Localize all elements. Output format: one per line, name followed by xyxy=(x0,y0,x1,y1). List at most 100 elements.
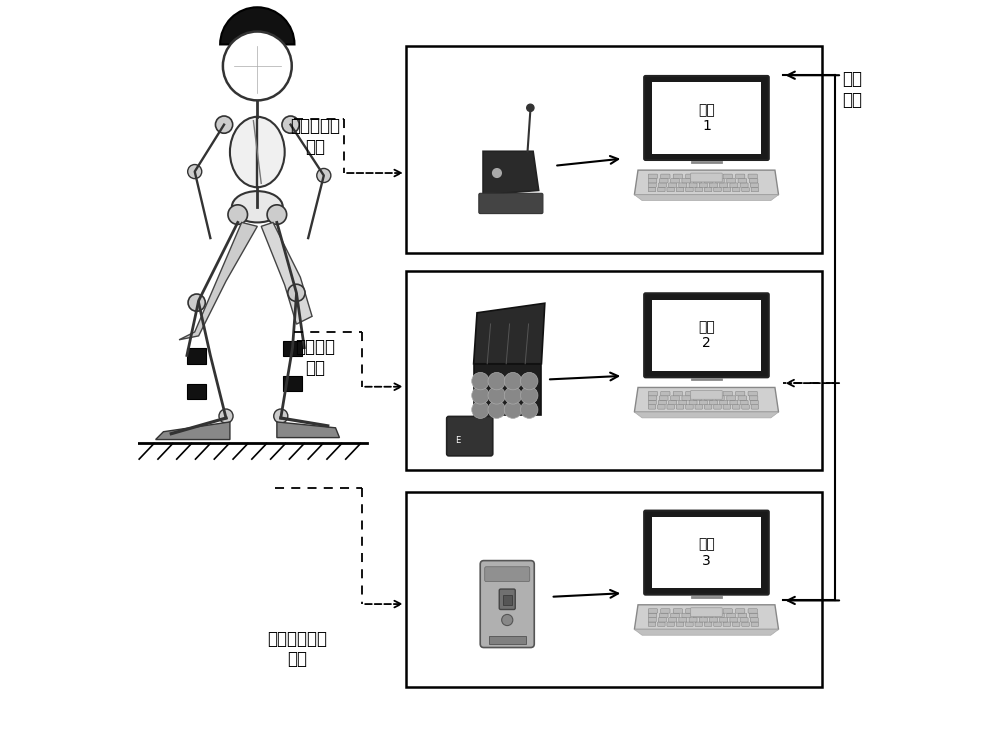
FancyBboxPatch shape xyxy=(669,400,677,404)
FancyBboxPatch shape xyxy=(689,618,697,622)
FancyBboxPatch shape xyxy=(489,636,526,644)
FancyBboxPatch shape xyxy=(709,618,717,622)
FancyBboxPatch shape xyxy=(742,404,749,409)
Text: 打标
信号: 打标 信号 xyxy=(842,70,862,109)
FancyBboxPatch shape xyxy=(711,174,720,178)
FancyBboxPatch shape xyxy=(485,566,530,582)
Circle shape xyxy=(521,387,538,404)
Polygon shape xyxy=(634,388,779,412)
Wedge shape xyxy=(220,7,294,45)
FancyBboxPatch shape xyxy=(648,613,657,618)
FancyBboxPatch shape xyxy=(671,179,679,183)
FancyBboxPatch shape xyxy=(679,183,687,188)
FancyBboxPatch shape xyxy=(723,609,732,613)
FancyBboxPatch shape xyxy=(704,179,713,183)
FancyBboxPatch shape xyxy=(714,622,721,626)
FancyBboxPatch shape xyxy=(730,400,738,404)
FancyBboxPatch shape xyxy=(691,391,722,399)
Polygon shape xyxy=(634,629,779,635)
FancyBboxPatch shape xyxy=(480,561,534,648)
FancyBboxPatch shape xyxy=(679,400,687,404)
FancyBboxPatch shape xyxy=(748,174,757,178)
FancyBboxPatch shape xyxy=(667,188,674,192)
FancyBboxPatch shape xyxy=(673,391,682,396)
FancyBboxPatch shape xyxy=(736,391,745,396)
FancyBboxPatch shape xyxy=(727,613,735,618)
FancyBboxPatch shape xyxy=(742,188,749,192)
Bar xyxy=(283,341,302,356)
FancyBboxPatch shape xyxy=(652,82,761,154)
FancyBboxPatch shape xyxy=(669,183,677,188)
Polygon shape xyxy=(261,223,312,324)
FancyBboxPatch shape xyxy=(652,299,761,371)
FancyBboxPatch shape xyxy=(740,618,748,622)
FancyBboxPatch shape xyxy=(711,391,720,396)
FancyBboxPatch shape xyxy=(698,174,707,178)
FancyBboxPatch shape xyxy=(699,400,707,404)
FancyBboxPatch shape xyxy=(671,396,679,400)
Circle shape xyxy=(274,409,288,423)
FancyBboxPatch shape xyxy=(695,188,703,192)
FancyBboxPatch shape xyxy=(644,510,769,595)
FancyBboxPatch shape xyxy=(691,608,722,617)
FancyBboxPatch shape xyxy=(749,396,758,400)
FancyBboxPatch shape xyxy=(720,183,728,188)
FancyBboxPatch shape xyxy=(686,391,695,396)
FancyBboxPatch shape xyxy=(709,400,717,404)
FancyBboxPatch shape xyxy=(748,391,757,396)
FancyBboxPatch shape xyxy=(720,618,728,622)
FancyBboxPatch shape xyxy=(723,622,731,626)
Circle shape xyxy=(521,401,538,418)
Circle shape xyxy=(504,387,522,404)
FancyBboxPatch shape xyxy=(682,613,691,618)
FancyBboxPatch shape xyxy=(704,396,713,400)
Circle shape xyxy=(228,205,248,224)
Polygon shape xyxy=(634,195,779,201)
FancyBboxPatch shape xyxy=(751,622,759,626)
FancyBboxPatch shape xyxy=(699,618,707,622)
Circle shape xyxy=(282,116,299,134)
Polygon shape xyxy=(156,422,230,439)
FancyBboxPatch shape xyxy=(698,391,707,396)
FancyBboxPatch shape xyxy=(682,179,691,183)
Circle shape xyxy=(488,387,505,404)
FancyBboxPatch shape xyxy=(648,179,657,183)
FancyBboxPatch shape xyxy=(751,404,759,409)
Polygon shape xyxy=(179,223,257,339)
Bar xyxy=(187,348,206,364)
FancyBboxPatch shape xyxy=(736,174,745,178)
Text: 电脑
2: 电脑 2 xyxy=(698,320,715,350)
FancyBboxPatch shape xyxy=(673,174,682,178)
FancyBboxPatch shape xyxy=(738,613,747,618)
Circle shape xyxy=(215,116,233,134)
FancyBboxPatch shape xyxy=(716,396,724,400)
FancyBboxPatch shape xyxy=(659,613,668,618)
FancyBboxPatch shape xyxy=(704,613,713,618)
FancyBboxPatch shape xyxy=(732,622,740,626)
FancyBboxPatch shape xyxy=(648,622,656,626)
FancyBboxPatch shape xyxy=(709,183,717,188)
FancyBboxPatch shape xyxy=(691,173,722,182)
FancyBboxPatch shape xyxy=(699,183,707,188)
FancyBboxPatch shape xyxy=(704,188,712,192)
FancyBboxPatch shape xyxy=(750,618,758,622)
FancyBboxPatch shape xyxy=(749,613,758,618)
FancyBboxPatch shape xyxy=(658,183,666,188)
FancyBboxPatch shape xyxy=(648,183,656,188)
FancyBboxPatch shape xyxy=(695,404,703,409)
FancyBboxPatch shape xyxy=(732,188,740,192)
FancyBboxPatch shape xyxy=(686,174,695,178)
Circle shape xyxy=(493,169,501,177)
FancyBboxPatch shape xyxy=(723,174,732,178)
Circle shape xyxy=(472,387,489,404)
FancyBboxPatch shape xyxy=(750,183,758,188)
FancyBboxPatch shape xyxy=(503,595,512,605)
Text: E: E xyxy=(455,436,460,445)
FancyBboxPatch shape xyxy=(693,396,702,400)
FancyBboxPatch shape xyxy=(711,609,720,613)
FancyBboxPatch shape xyxy=(723,188,731,192)
Bar xyxy=(283,376,302,391)
Polygon shape xyxy=(634,170,779,195)
FancyBboxPatch shape xyxy=(447,416,493,456)
Circle shape xyxy=(527,104,534,112)
